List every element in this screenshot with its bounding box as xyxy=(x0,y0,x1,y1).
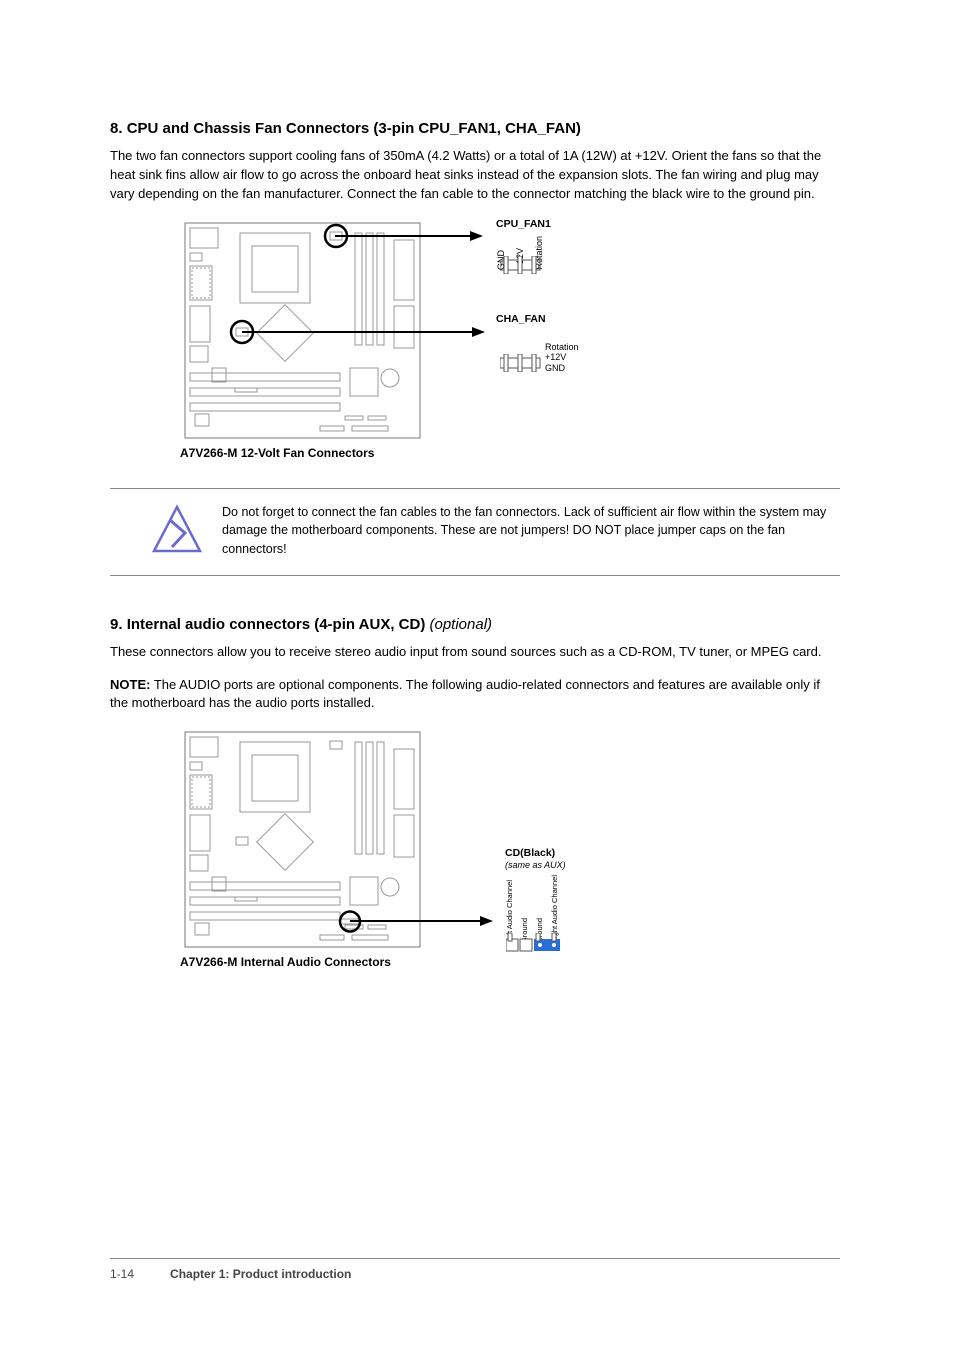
page-number: 1-14 xyxy=(110,1267,134,1281)
warning-icon xyxy=(150,503,204,557)
chapter-label: Chapter 1: Product introduction xyxy=(170,1267,351,1281)
section-body: These connectors allow you to receive st… xyxy=(110,643,840,662)
note-label: NOTE: xyxy=(110,677,150,692)
callout-cd: CD(Black) (same as AUX) Left Audio Chann… xyxy=(505,847,566,943)
arrow-icon xyxy=(242,324,487,344)
section-title: Internal audio connectors (4-pin AUX, CD… xyxy=(127,616,426,633)
pin-header-icon xyxy=(500,256,542,274)
section-body: The two fan connectors support cooling f… xyxy=(110,147,840,204)
pin-header-icon xyxy=(500,354,542,372)
section-heading: 8. CPU and Chassis Fan Connectors (3-pin… xyxy=(110,120,840,137)
warning-text: Do not forget to connect the fan cables … xyxy=(222,503,840,559)
section-8: 8. CPU and Chassis Fan Connectors (3-pin… xyxy=(110,120,840,468)
callout-title: CHA_FAN xyxy=(496,313,546,326)
pin-label: Rotation xyxy=(545,342,579,353)
callout-title: CPU_FAN1 xyxy=(496,218,551,231)
note-body: The AUDIO ports are optional components.… xyxy=(110,677,820,711)
pin-label: GND xyxy=(545,363,579,374)
callout-note: (same as AUX) xyxy=(505,860,566,871)
callout-cha-fan: CHA_FAN xyxy=(496,313,546,326)
callout-cha-pins: Rotation +12V GND xyxy=(545,342,579,374)
section-number: 8. xyxy=(110,120,123,137)
arrow-icon xyxy=(335,228,485,248)
section-title: CPU and Chassis Fan Connectors (3-pin CP… xyxy=(127,120,581,137)
callout-title: CD(Black) xyxy=(505,847,566,860)
section-heading: 9. Internal audio connectors (4-pin AUX,… xyxy=(110,616,840,633)
figure-caption: A7V266-M Internal Audio Connectors xyxy=(180,955,391,969)
arrow-icon xyxy=(350,913,495,933)
warning-block: Do not forget to connect the fan cables … xyxy=(110,488,840,576)
pin-label: +12V xyxy=(545,352,579,363)
section-number: 9. xyxy=(110,616,123,633)
section-9: 9. Internal audio connectors (4-pin AUX,… xyxy=(110,616,840,958)
figure-fan-connectors: CPU_FAN1 GND +12V Rotation CHA_FAN xyxy=(180,218,840,468)
figure-audio-connectors: CD(Black) (same as AUX) Left Audio Chann… xyxy=(180,727,840,957)
section-optional: (optional) xyxy=(430,616,493,633)
page-footer: 1-14 Chapter 1: Product introduction xyxy=(110,1258,840,1281)
audio-connector-icon xyxy=(506,933,566,953)
section-note: NOTE: The AUDIO ports are optional compo… xyxy=(110,676,840,714)
figure-caption: A7V266-M 12-Volt Fan Connectors xyxy=(180,446,374,460)
